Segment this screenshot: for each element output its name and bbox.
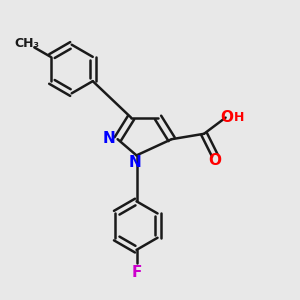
Text: O: O [220,110,234,125]
Text: CH₃: CH₃ [15,37,40,50]
Text: F: F [131,265,142,280]
Text: H: H [234,111,244,124]
Text: O: O [208,153,221,168]
Text: N: N [129,155,141,170]
Text: N: N [103,131,116,146]
